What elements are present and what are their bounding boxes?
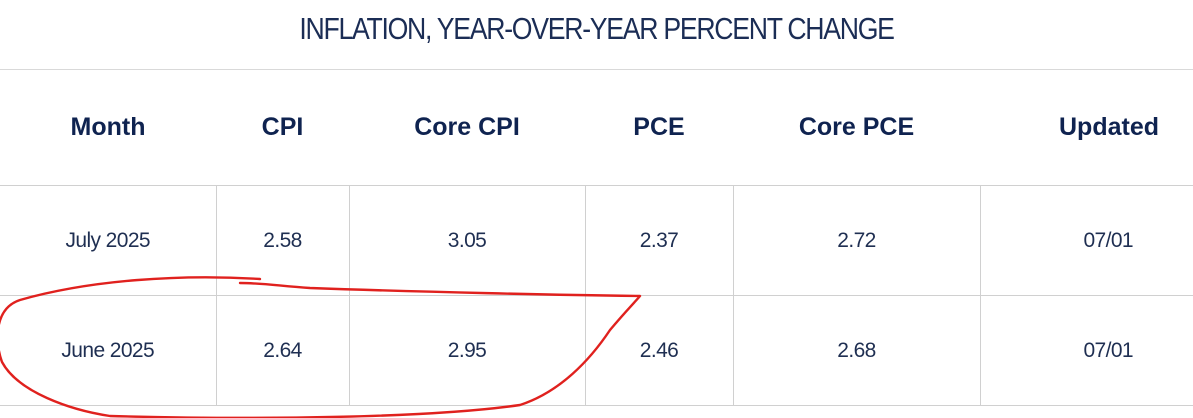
cell-month: July 2025 xyxy=(0,185,216,296)
cell-pce: 2.37 xyxy=(584,185,733,296)
header-pce: PCE xyxy=(585,70,733,186)
cell-core-pce: 2.72 xyxy=(732,185,980,296)
header-core-pce: Core PCE xyxy=(733,70,980,186)
cell-updated: 07/01 xyxy=(979,185,1193,296)
header-core-cpi: Core CPI xyxy=(349,70,585,186)
cell-month: June 2025 xyxy=(0,295,216,406)
header-row: Month CPI Core CPI PCE Core PCE Updated xyxy=(0,70,1193,186)
cell-core-pce: 2.68 xyxy=(732,295,980,406)
cell-cpi: 2.58 xyxy=(215,185,349,296)
header-month: Month xyxy=(0,70,216,186)
cell-core-cpi: 3.05 xyxy=(348,185,585,296)
cell-updated: 07/01 xyxy=(979,295,1193,406)
inflation-table: Month CPI Core CPI PCE Core PCE Updated … xyxy=(0,70,1193,406)
cell-pce: 2.46 xyxy=(584,295,733,406)
table-row: July 2025 2.58 3.05 2.37 2.72 07/01 xyxy=(0,185,1193,296)
title-bar: INFLATION, YEAR-OVER-YEAR PERCENT CHANGE xyxy=(0,0,1193,70)
header-cpi: CPI xyxy=(216,70,349,186)
table-row: June 2025 2.64 2.95 2.46 2.68 07/01 xyxy=(0,295,1193,406)
header-updated: Updated xyxy=(980,70,1193,186)
table-title: INFLATION, YEAR-OVER-YEAR PERCENT CHANGE xyxy=(299,10,895,46)
cell-cpi: 2.64 xyxy=(215,295,349,406)
cell-core-cpi: 2.95 xyxy=(348,295,585,406)
